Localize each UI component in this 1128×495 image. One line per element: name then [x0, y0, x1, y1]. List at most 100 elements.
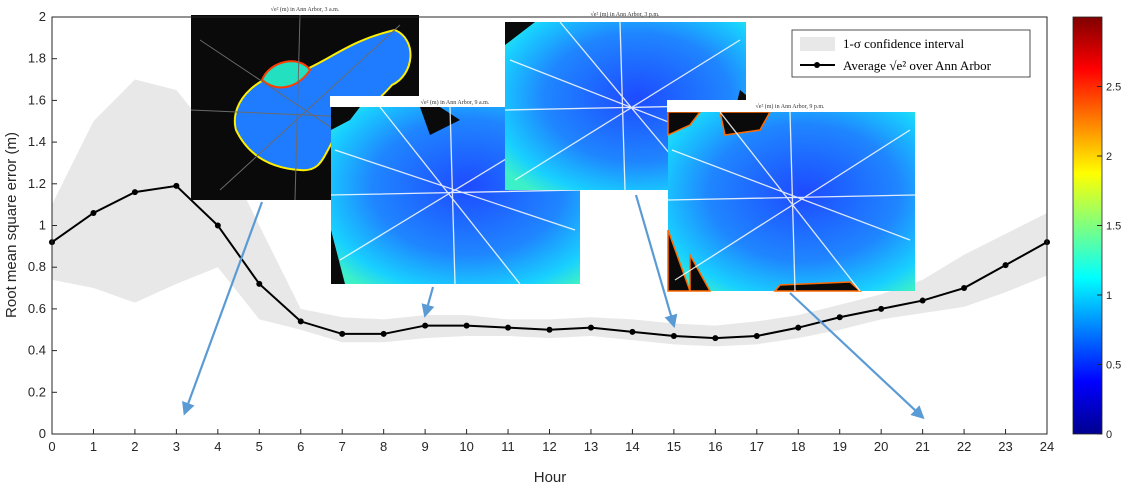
x-axis-label: Hour	[534, 469, 567, 486]
y-axis: 0 0.2 0.4 0.6 0.8 1 1.2 1.4 1.6 1.8 2	[28, 9, 57, 441]
x-tick-label: 15	[667, 439, 681, 454]
inset-9pm-background	[668, 112, 915, 291]
legend-band-swatch	[800, 37, 835, 51]
y-tick-label: 0.6	[28, 301, 46, 316]
data-point	[878, 305, 885, 312]
legend-line-label-suffix: over Ann Arbor	[906, 58, 992, 73]
y-tick-label: 0.2	[28, 384, 46, 399]
data-point	[505, 324, 512, 331]
colorbar-tick-label: 2	[1106, 151, 1112, 163]
x-tick-label: 1	[90, 439, 97, 454]
x-tick-label: 5	[256, 439, 263, 454]
arrow-to-hour-15	[634, 194, 678, 329]
y-tick-label: 0.8	[28, 259, 46, 274]
data-point	[670, 333, 677, 340]
colorbar-tick-label: 1.5	[1106, 221, 1121, 233]
confidence-band	[52, 79, 1047, 347]
y-tick-label: 1.6	[28, 92, 46, 107]
data-point	[256, 280, 263, 287]
data-point	[131, 189, 138, 196]
inset-9pm-gaps	[667, 111, 862, 292]
inset-9pm-roads	[667, 111, 916, 292]
x-tick-label: 3	[173, 439, 180, 454]
data-point	[712, 335, 719, 342]
colorbar-ticks: 0 0.5 1 1.5 2 2.5	[1097, 82, 1121, 441]
data-point	[587, 324, 594, 331]
data-point	[1002, 262, 1009, 269]
y-tick-label: 1	[39, 218, 46, 233]
x-tick-label: 0	[48, 439, 55, 454]
y-axis-label: Root mean square error (m)	[3, 132, 20, 318]
colorbar-tick-label: 0.5	[1106, 360, 1121, 372]
arrow-to-hour-3	[182, 201, 264, 416]
data-point	[546, 326, 553, 333]
x-tick-label: 20	[874, 439, 888, 454]
data-point	[422, 322, 429, 329]
line-markers	[49, 182, 1050, 342]
data-point	[629, 328, 636, 335]
x-tick-label: 6	[297, 439, 304, 454]
legend-band-label: 1-σ confidence interval	[843, 36, 964, 51]
colorbar-tick-label: 1	[1106, 290, 1112, 302]
data-point	[214, 222, 221, 229]
y-tick-label: 1.8	[28, 51, 46, 66]
x-tick-label: 19	[832, 439, 846, 454]
x-tick-label: 9	[422, 439, 429, 454]
data-point	[753, 333, 760, 340]
data-point	[297, 318, 304, 325]
inset-9pm-title-bg	[667, 100, 917, 112]
inset-9am-title-bg	[330, 96, 582, 107]
x-tick-label: 24	[1040, 439, 1054, 454]
x-tick-label: 2	[131, 439, 138, 454]
inset-3pm-roads	[504, 21, 747, 191]
colorbar: 0 0.5 1 1.5 2 2.5	[1072, 16, 1121, 441]
colorbar-tick-label: 2.5	[1106, 82, 1121, 94]
data-point	[919, 297, 926, 304]
data-point	[90, 209, 97, 216]
inset-3am-title: √e² (m) in Ann Arbor, 3 a.m.	[271, 6, 340, 13]
legend: 1-σ confidence interval Average √e² over…	[791, 29, 1031, 78]
data-point	[380, 330, 387, 337]
data-point	[961, 285, 968, 292]
data-point	[173, 182, 180, 189]
x-tick-label: 14	[625, 439, 639, 454]
y-tick-label: 2	[39, 9, 46, 24]
inset-9am-roads	[330, 106, 581, 285]
inset-9pm: √e² (m) in Ann Arbor, 9 p.m.	[667, 100, 917, 292]
inset-3pm-title: √e² (m) in Ann Arbor, 3 p.m.	[590, 11, 660, 18]
legend-line-marker	[814, 62, 820, 68]
inset-3am-roads	[190, 14, 420, 201]
y-tick-label: 0.4	[28, 343, 46, 358]
x-tick-label: 18	[791, 439, 805, 454]
x-tick-label: 12	[542, 439, 556, 454]
x-tick-label: 11	[501, 439, 515, 454]
inset-9pm-title: √e² (m) in Ann Arbor, 9 p.m.	[755, 103, 825, 110]
annotation-arrows	[182, 194, 925, 420]
inset-9am-gaps	[331, 107, 460, 284]
data-point	[339, 330, 346, 337]
data-point	[836, 314, 843, 321]
data-point	[463, 322, 470, 329]
x-axis: 0 1 2 3 4 5 6 7 8 9 10 11 12 13 14 15 16 17 18 19 20 21 22 23 24	[48, 429, 1054, 454]
y-tick-label: 1.2	[28, 176, 46, 191]
x-tick-label: 4	[214, 439, 221, 454]
colorbar-tick-label: 0	[1106, 429, 1112, 441]
inset-9am-title: √e² (m) in Ann Arbor, 9 a.m.	[421, 99, 490, 106]
data-point	[795, 324, 802, 331]
arrow-to-hour-9	[421, 286, 435, 318]
arrow-to-hour-21	[789, 292, 925, 420]
x-tick-label: 22	[957, 439, 971, 454]
x-tick-label: 23	[998, 439, 1012, 454]
y-tick-label: 1.4	[28, 134, 46, 149]
x-tick-label: 7	[339, 439, 346, 454]
legend-line-label-math: √e²	[889, 58, 906, 73]
x-tick-label: 8	[380, 439, 387, 454]
y-tick-label: 0	[39, 426, 46, 441]
x-tick-label: 17	[750, 439, 764, 454]
x-tick-label: 16	[708, 439, 722, 454]
x-tick-label: 21	[915, 439, 929, 454]
legend-line-label-prefix: Average	[843, 58, 889, 73]
legend-line-label: Average √e² over Ann Arbor	[843, 58, 992, 73]
